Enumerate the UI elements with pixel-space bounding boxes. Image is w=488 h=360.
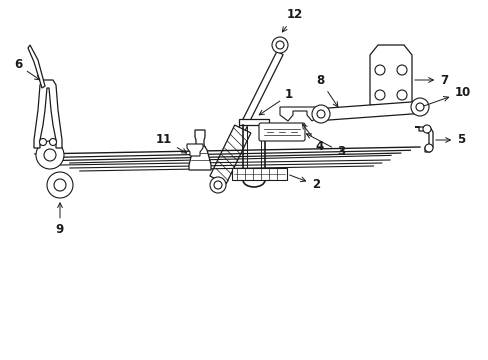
- Text: 5: 5: [435, 134, 464, 147]
- Circle shape: [311, 105, 329, 123]
- Polygon shape: [186, 144, 203, 156]
- Polygon shape: [414, 127, 432, 152]
- Circle shape: [396, 65, 406, 75]
- Text: 11: 11: [156, 134, 186, 153]
- Circle shape: [36, 141, 64, 169]
- Polygon shape: [214, 51, 283, 179]
- Polygon shape: [209, 125, 250, 184]
- Polygon shape: [28, 45, 45, 88]
- Text: 7: 7: [414, 73, 447, 86]
- Text: 1: 1: [259, 89, 292, 115]
- Circle shape: [44, 149, 56, 161]
- Polygon shape: [189, 130, 210, 170]
- Circle shape: [209, 177, 225, 193]
- Polygon shape: [314, 101, 425, 121]
- Circle shape: [275, 41, 284, 49]
- Text: 10: 10: [423, 85, 470, 106]
- Circle shape: [316, 110, 325, 118]
- Circle shape: [374, 65, 384, 75]
- Circle shape: [214, 181, 222, 189]
- Polygon shape: [280, 107, 319, 121]
- Polygon shape: [34, 80, 62, 148]
- Circle shape: [424, 144, 432, 152]
- Circle shape: [422, 125, 430, 133]
- Circle shape: [415, 103, 423, 111]
- Circle shape: [271, 37, 287, 53]
- Circle shape: [49, 139, 57, 145]
- Text: 2: 2: [289, 175, 320, 192]
- Text: 3: 3: [306, 134, 345, 158]
- Text: 6: 6: [14, 58, 40, 80]
- Polygon shape: [231, 168, 286, 180]
- Circle shape: [396, 90, 406, 100]
- Text: 8: 8: [315, 73, 337, 107]
- Circle shape: [410, 98, 428, 116]
- Circle shape: [47, 172, 73, 198]
- FancyBboxPatch shape: [259, 123, 305, 141]
- Circle shape: [40, 139, 46, 145]
- Circle shape: [54, 179, 66, 191]
- Circle shape: [374, 90, 384, 100]
- Text: 9: 9: [56, 203, 64, 237]
- Polygon shape: [369, 45, 411, 105]
- Text: 12: 12: [282, 9, 303, 32]
- Polygon shape: [239, 119, 268, 125]
- Text: 4: 4: [302, 124, 324, 153]
